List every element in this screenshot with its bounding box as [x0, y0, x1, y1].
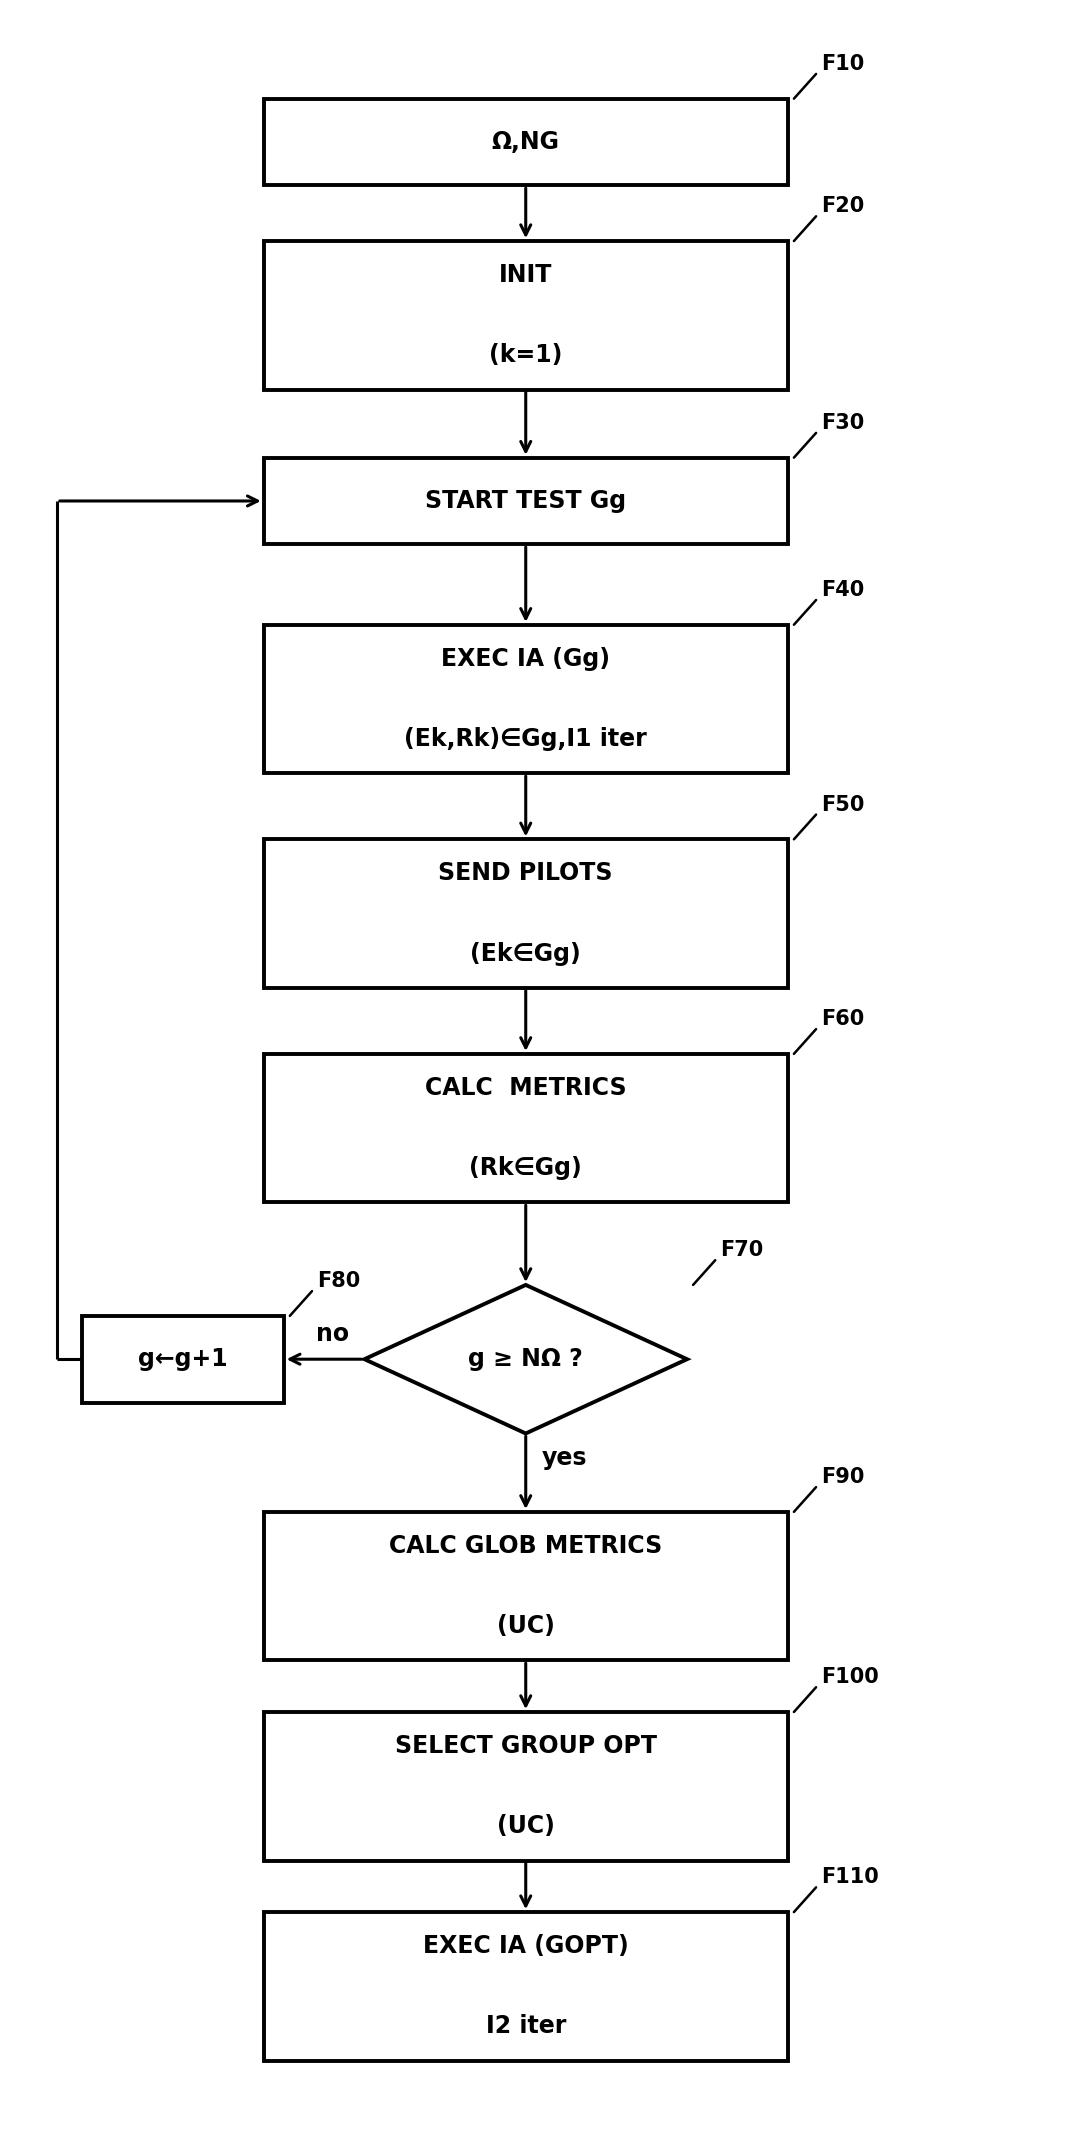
Text: F40: F40 — [821, 580, 864, 600]
Text: SELECT GROUP OPT: SELECT GROUP OPT — [395, 1734, 657, 1758]
Text: F80: F80 — [317, 1270, 360, 1292]
Text: I2 iter: I2 iter — [486, 2014, 566, 2039]
Text: g←g+1: g←g+1 — [138, 1347, 228, 1371]
FancyBboxPatch shape — [263, 241, 788, 389]
Text: F10: F10 — [821, 54, 864, 73]
FancyBboxPatch shape — [263, 1053, 788, 1203]
Polygon shape — [364, 1285, 687, 1433]
Text: F110: F110 — [821, 1867, 879, 1887]
Text: EXEC IA (Gg): EXEC IA (Gg) — [441, 647, 610, 670]
FancyBboxPatch shape — [263, 99, 788, 185]
Text: (Ek∈Gg): (Ek∈Gg) — [470, 941, 581, 965]
Text: (Ek,Rk)∈Gg,I1 iter: (Ek,Rk)∈Gg,I1 iter — [404, 726, 647, 752]
FancyBboxPatch shape — [263, 1513, 788, 1661]
FancyBboxPatch shape — [263, 458, 788, 544]
Text: CALC GLOB METRICS: CALC GLOB METRICS — [389, 1534, 662, 1558]
Text: F30: F30 — [821, 413, 864, 432]
Text: CALC  METRICS: CALC METRICS — [425, 1077, 627, 1100]
Text: F20: F20 — [821, 196, 864, 217]
Text: F100: F100 — [821, 1668, 879, 1687]
Text: F90: F90 — [821, 1468, 865, 1487]
FancyBboxPatch shape — [82, 1315, 284, 1403]
FancyBboxPatch shape — [263, 625, 788, 774]
Text: INIT: INIT — [499, 262, 553, 288]
Text: (Rk∈Gg): (Rk∈Gg) — [469, 1156, 582, 1180]
Text: g ≥ NΩ ?: g ≥ NΩ ? — [468, 1347, 583, 1371]
Text: F70: F70 — [720, 1240, 763, 1259]
Text: (k=1): (k=1) — [489, 344, 563, 367]
FancyBboxPatch shape — [263, 1913, 788, 2061]
FancyBboxPatch shape — [263, 840, 788, 989]
Text: yes: yes — [542, 1446, 588, 1470]
Text: EXEC IA (GOPT): EXEC IA (GOPT) — [423, 1934, 629, 1958]
Text: START TEST Gg: START TEST Gg — [425, 490, 627, 514]
Text: no: no — [317, 1322, 349, 1347]
Text: Ω,NG: Ω,NG — [492, 129, 559, 155]
Text: (UC): (UC) — [496, 1614, 555, 1638]
Text: SEND PILOTS: SEND PILOTS — [439, 862, 612, 885]
FancyBboxPatch shape — [263, 1713, 788, 1861]
Text: F60: F60 — [821, 1010, 864, 1029]
Text: (UC): (UC) — [496, 1814, 555, 1837]
Text: F50: F50 — [821, 795, 865, 814]
